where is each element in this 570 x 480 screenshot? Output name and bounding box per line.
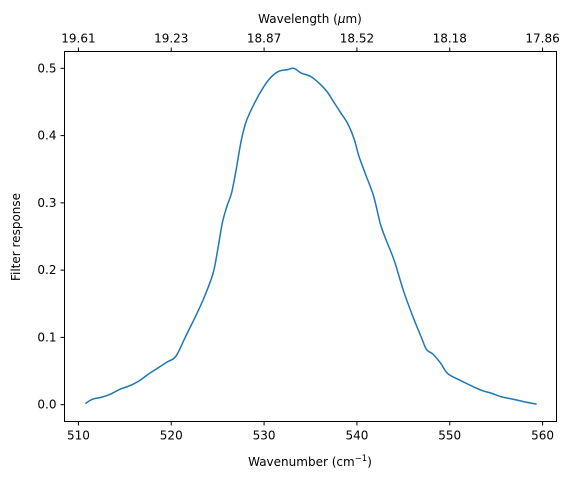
x-tick-label: 510 xyxy=(67,429,90,443)
series-line-filter-response xyxy=(85,67,537,405)
x-tick-label: 520 xyxy=(160,429,183,443)
x-tick-label: 560 xyxy=(531,429,554,443)
x-tick-label: 530 xyxy=(253,429,276,443)
x-axis-title-exponent: −1 xyxy=(355,454,368,464)
plot-frame xyxy=(64,51,557,422)
y-tick-label: 0.1 xyxy=(37,330,56,344)
top-tick-label: 19.61 xyxy=(61,32,95,46)
x-axis-title-main: Wavenumber (cm xyxy=(248,455,355,469)
x-axis-title-end: ) xyxy=(367,455,372,469)
y-tick-label: 0.5 xyxy=(37,61,56,75)
top-axis-title: Wavelength (μm) xyxy=(258,12,362,26)
ticks-layer: 510 520 530 540 550 560 19.61 19.23 18.87 18.52 18… xyxy=(37,32,559,443)
top-tick-label: 19.23 xyxy=(154,32,188,46)
x-axis-title: Wavenumber (cm−1) xyxy=(248,454,372,469)
y-tick-label: 0.3 xyxy=(37,196,56,210)
x-tick-label: 550 xyxy=(438,429,461,443)
y-tick-label: 0.4 xyxy=(37,129,56,143)
top-tick-label: 18.52 xyxy=(340,32,374,46)
y-tick-label: 0.0 xyxy=(37,398,56,412)
top-tick-label: 18.18 xyxy=(433,32,467,46)
top-axis-title-post: m) xyxy=(345,12,361,26)
x-tick-label: 540 xyxy=(345,429,368,443)
top-axis-title-mu: μ xyxy=(337,12,346,26)
y-axis-title: Filter response xyxy=(9,193,23,281)
top-tick-label: 18.87 xyxy=(247,32,281,46)
y-tick-label: 0.2 xyxy=(37,263,56,277)
top-axis-title-pre: Wavelength ( xyxy=(258,12,338,26)
top-tick-label: 17.86 xyxy=(525,32,559,46)
